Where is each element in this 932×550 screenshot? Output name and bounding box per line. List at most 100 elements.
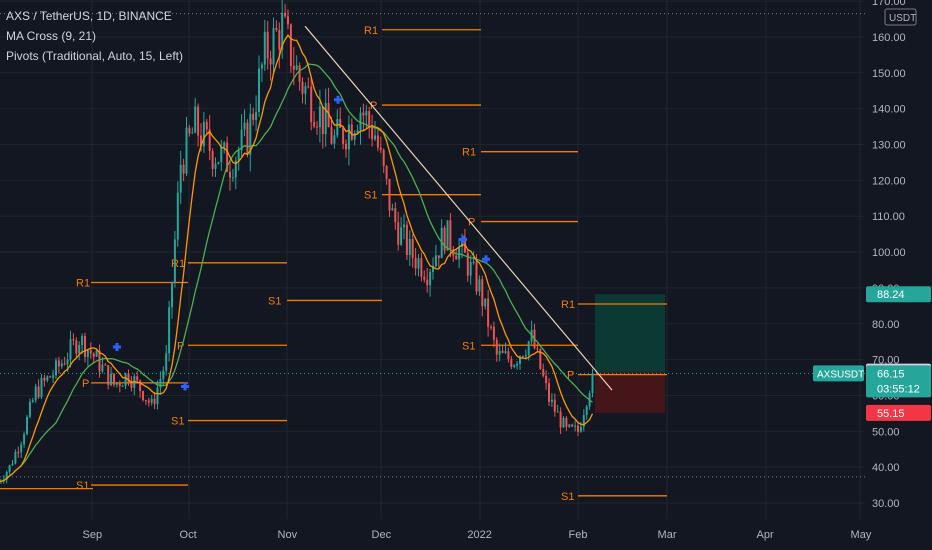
candle-body: [371, 125, 374, 140]
candle-body: [492, 326, 495, 340]
price-axis[interactable]: [865, 0, 932, 550]
price-axis-tick: 120.00: [872, 175, 906, 187]
candle-body: [577, 425, 579, 432]
candle-body: [287, 16, 289, 25]
chart-legend: AXS / TetherUS, 1D, BINANCE MA Cross (9,…: [6, 6, 183, 66]
candle-body: [310, 86, 313, 123]
long-position-stop-zone[interactable]: [595, 371, 665, 413]
candle-body: [162, 370, 165, 380]
candle-body: [220, 147, 223, 163]
candle-body: [217, 162, 220, 164]
candle-body: [385, 166, 388, 179]
candle-body: [536, 348, 539, 350]
long-position-target-zone[interactable]: [595, 294, 665, 372]
candle-body: [382, 149, 385, 167]
stop-price-badge-text: 55.15: [877, 408, 905, 420]
candle-body: [150, 398, 153, 403]
candle-body: [113, 373, 115, 385]
candle-body: [545, 375, 548, 384]
candle-body: [66, 359, 69, 365]
time-axis-label: Feb: [569, 529, 588, 541]
candle-body: [336, 119, 339, 136]
price-axis-tick: 50.00: [872, 426, 900, 438]
candle-body: [52, 375, 55, 378]
candle-body: [260, 64, 263, 69]
candle-body: [591, 373, 594, 394]
candle-body: [118, 382, 121, 386]
candle-body: [278, 30, 281, 50]
ma-cross-marker: [459, 235, 467, 244]
candle-body: [539, 349, 542, 369]
price-axis-tick: 160.00: [872, 32, 906, 44]
candle-body: [275, 28, 278, 31]
candle-body: [142, 391, 144, 401]
time-axis-label: 2022: [467, 529, 491, 541]
candle-body: [400, 227, 403, 245]
candle-body: [60, 363, 63, 367]
candle-body: [89, 350, 92, 354]
candle-body: [63, 363, 66, 365]
trendline[interactable]: [304, 25, 613, 391]
candle-body: [507, 351, 510, 360]
candle-body: [147, 400, 150, 403]
time-axis-label: Apr: [757, 529, 774, 541]
candle-body: [46, 376, 49, 381]
candle-body: [115, 382, 118, 385]
candle-body: [501, 350, 504, 353]
target-price-badge: [866, 286, 931, 303]
candle-body: [127, 373, 130, 383]
candle-body: [374, 135, 376, 140]
candle-body: [571, 424, 574, 427]
candle-body: [92, 353, 95, 357]
countdown-text: 03:55:12: [877, 383, 920, 395]
candle-body: [318, 106, 321, 128]
candle-body: [513, 365, 516, 367]
candle-body: [28, 401, 31, 417]
symbol-title[interactable]: AXS / TetherUS, 1D, BINANCE: [6, 9, 172, 23]
candle-body: [292, 65, 295, 70]
candle-body: [223, 142, 226, 148]
candle-body: [481, 279, 484, 307]
candle-body: [434, 255, 437, 267]
candle-body: [107, 365, 110, 386]
candle-body: [365, 111, 368, 116]
candle-body: [443, 227, 446, 251]
last-price-text: 66.15: [877, 368, 905, 380]
candle-body: [504, 351, 507, 353]
candle-body: [165, 353, 168, 371]
candle-body: [202, 121, 205, 147]
candle-body: [23, 434, 26, 445]
pivot-label-s1: S1: [561, 491, 574, 503]
candle-body: [194, 106, 197, 133]
candle-body: [176, 192, 179, 240]
candle-body: [472, 261, 475, 263]
candle-body: [229, 171, 231, 178]
candle-body: [17, 451, 20, 453]
currency-box[interactable]: [884, 8, 917, 26]
ma-cross-marker: [113, 343, 121, 352]
candle-body: [121, 385, 124, 387]
pivot-label-s1: S1: [76, 480, 89, 492]
candle-body: [231, 177, 234, 179]
pivot-label-s1: S1: [268, 295, 281, 307]
candle-body: [345, 143, 347, 150]
candle-body: [550, 399, 553, 402]
candle-body: [124, 373, 127, 386]
pivot-label-p: P: [370, 100, 377, 112]
candle-body: [466, 252, 469, 276]
candle-body: [359, 112, 362, 131]
ma-cross-indicator-label[interactable]: MA Cross (9, 21): [6, 29, 97, 43]
candle-body: [11, 463, 14, 466]
pivots-indicator-label[interactable]: Pivots (Traditional, Auto, 15, Left): [6, 49, 183, 63]
candle-body: [37, 386, 40, 398]
candle-body: [240, 129, 243, 151]
pivot-label-p: P: [468, 217, 475, 229]
last-price-badge: [866, 365, 931, 398]
candle-body: [243, 122, 246, 130]
candle-body: [171, 282, 173, 308]
candle-body: [356, 130, 359, 134]
symbol-badge: [813, 365, 864, 382]
time-axis[interactable]: [0, 519, 865, 550]
candle-body: [272, 28, 275, 65]
